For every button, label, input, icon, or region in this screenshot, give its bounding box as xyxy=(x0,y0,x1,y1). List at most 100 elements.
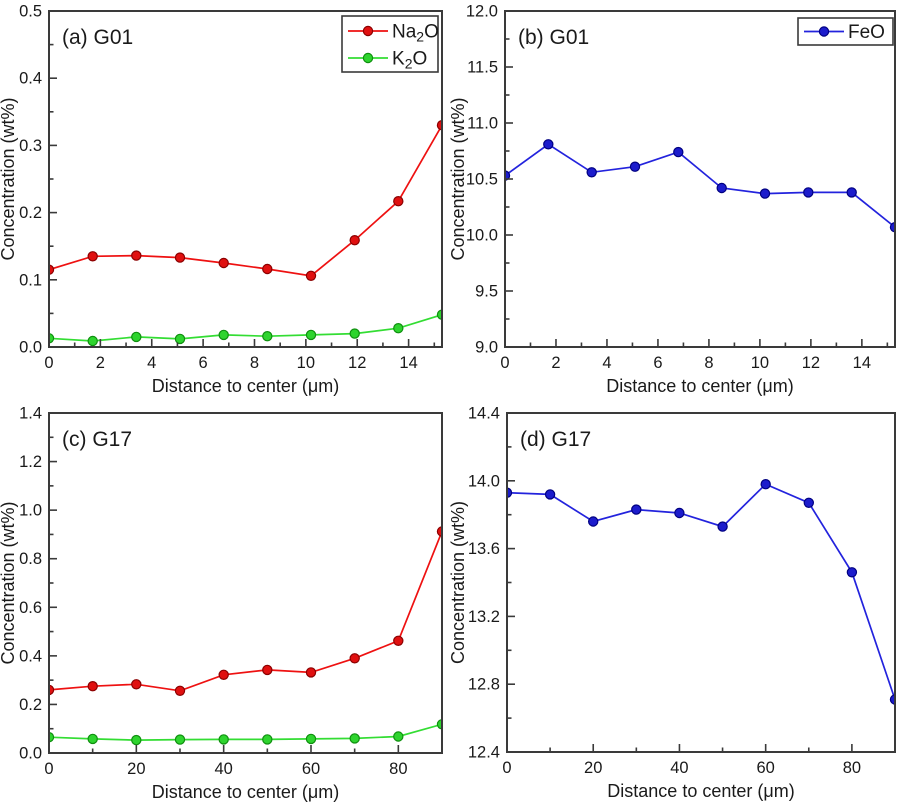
panel-label: (b) G01 xyxy=(518,26,589,49)
svg-text:11.5: 11.5 xyxy=(467,59,498,77)
y-tick-labels: 9.0 9.5 10.0 10.5 11.0 11.5 12.0 xyxy=(466,3,498,357)
svg-text:2: 2 xyxy=(96,354,105,372)
y-tick-labels: 0.0 0.1 0.2 0.3 0.4 0.5 xyxy=(19,3,42,357)
svg-text:40: 40 xyxy=(214,760,232,778)
svg-text:12.8: 12.8 xyxy=(468,676,500,694)
svg-text:8: 8 xyxy=(250,354,259,372)
y-tick-labels: 0.0 0.2 0.4 0.6 0.8 1.0 1.2 1.4 xyxy=(19,405,42,763)
y-axis-label: Concentration (wt%) xyxy=(450,97,468,260)
x-axis-label: Distance to center (μm) xyxy=(607,781,794,801)
x-tick-labels: 0 20 40 60 80 xyxy=(44,760,407,778)
svg-text:0.1: 0.1 xyxy=(19,271,42,289)
svg-text:0.3: 0.3 xyxy=(19,137,42,155)
svg-text:40: 40 xyxy=(670,759,688,777)
legend-marker xyxy=(362,25,374,37)
svg-text:0: 0 xyxy=(502,759,511,777)
svg-text:0: 0 xyxy=(500,354,509,372)
svg-text:8: 8 xyxy=(704,354,713,372)
svg-text:80: 80 xyxy=(389,760,407,778)
svg-text:13.2: 13.2 xyxy=(468,608,500,626)
y-tick-labels: 12.4 12.8 13.2 13.6 14.0 14.4 xyxy=(468,405,500,762)
svg-text:0.8: 0.8 xyxy=(19,550,42,568)
legend-marker xyxy=(818,26,830,37)
plot-frame xyxy=(506,412,896,753)
svg-text:9.5: 9.5 xyxy=(475,283,498,301)
series-layer xyxy=(49,120,442,347)
panel-b-feo-chart: 0 2 4 6 8 10 12 14 9.0 9.5 10.0 10.5 11.0 11.5 12.0 Dis… xyxy=(450,3,896,396)
x-tick-labels: 0 2 4 6 8 10 12 14 xyxy=(500,354,871,372)
x-axis-label: Distance to center (μm) xyxy=(606,376,793,396)
svg-text:0.6: 0.6 xyxy=(19,599,42,617)
svg-text:1.0: 1.0 xyxy=(19,502,42,520)
svg-text:10: 10 xyxy=(297,354,315,372)
svg-text:20: 20 xyxy=(584,759,602,777)
series-K2O-line xyxy=(49,723,442,741)
svg-text:0: 0 xyxy=(44,354,53,372)
svg-text:0.4: 0.4 xyxy=(19,647,42,665)
panel-c-na2o-k2o-chart: 0 20 40 60 80 0.0 0.2 0.4 0.6 0.8 1.0 1.2 1.4 Distanc… xyxy=(0,405,443,802)
x-axis-label: Distance to center (μm) xyxy=(152,376,339,396)
x-tick-labels: 0 2 4 6 8 10 12 14 xyxy=(44,354,417,372)
panel-a-na2o-k2o-chart: 0 2 4 6 8 10 12 14 0.0 0.1 0.2 0.3 0.4 0.5 Distance to… xyxy=(0,3,443,396)
svg-text:0.2: 0.2 xyxy=(19,204,42,222)
svg-text:14: 14 xyxy=(853,354,871,372)
legend-marker xyxy=(362,52,374,64)
axis-ticks xyxy=(48,10,436,348)
svg-text:1.4: 1.4 xyxy=(19,405,42,423)
svg-text:0.2: 0.2 xyxy=(19,696,42,714)
svg-text:14.4: 14.4 xyxy=(468,405,500,423)
x-axis-label: Distance to center (μm) xyxy=(152,782,339,802)
svg-text:0.5: 0.5 xyxy=(19,3,42,21)
plot-frame xyxy=(504,10,896,348)
svg-text:0.0: 0.0 xyxy=(19,339,42,357)
legend-label-FeO: FeO xyxy=(848,22,885,43)
svg-text:6: 6 xyxy=(199,354,208,372)
svg-text:13.6: 13.6 xyxy=(468,540,500,558)
svg-text:0.4: 0.4 xyxy=(19,70,42,88)
legend-box xyxy=(341,15,439,73)
svg-text:4: 4 xyxy=(602,354,611,372)
legend: FeO xyxy=(797,17,894,46)
y-axis-label: Concentration (wt%) xyxy=(0,97,18,260)
svg-text:4: 4 xyxy=(147,354,156,372)
panel-label: (a) G01 xyxy=(62,26,133,49)
series-Na2O-line xyxy=(49,531,442,692)
legend: Na2O K2O xyxy=(341,15,439,73)
series-Na2O-markers xyxy=(49,120,442,281)
svg-text:14: 14 xyxy=(399,354,417,372)
svg-text:80: 80 xyxy=(843,759,861,777)
svg-text:60: 60 xyxy=(756,759,774,777)
series-FeO-line xyxy=(507,483,895,700)
svg-text:14.0: 14.0 xyxy=(468,472,500,490)
svg-text:12: 12 xyxy=(802,354,820,372)
x-tick-labels: 0 20 40 60 80 xyxy=(502,759,861,777)
y-axis-label: Concentration (wt%) xyxy=(0,501,18,664)
series-layer xyxy=(505,139,895,233)
series-FeO-markers xyxy=(505,139,895,233)
series-Na2O-markers xyxy=(49,526,442,696)
legend-label-K2O: K2O xyxy=(392,49,427,72)
y-axis-label: Concentration (wt%) xyxy=(450,501,468,664)
series-FeO-markers xyxy=(507,478,895,705)
series-K2O-markers xyxy=(49,309,442,347)
axis-ticks xyxy=(504,10,889,348)
svg-text:11.0: 11.0 xyxy=(467,115,498,133)
series-Na2O-line xyxy=(49,124,442,277)
svg-text:10.5: 10.5 xyxy=(466,171,498,189)
series-layer xyxy=(507,478,895,705)
series-K2O-markers xyxy=(49,719,442,746)
svg-text:1.2: 1.2 xyxy=(19,453,42,471)
svg-text:12.0: 12.0 xyxy=(466,3,498,21)
svg-text:10: 10 xyxy=(751,354,769,372)
series-FeO-line xyxy=(505,143,895,228)
svg-text:0.0: 0.0 xyxy=(19,745,42,763)
svg-text:2: 2 xyxy=(551,354,560,372)
series-layer xyxy=(49,526,442,746)
axis-ticks xyxy=(506,412,896,753)
panel-label: (d) G17 xyxy=(520,428,591,451)
panel-label: (c) G17 xyxy=(62,428,132,451)
svg-text:20: 20 xyxy=(127,760,145,778)
svg-text:12: 12 xyxy=(348,354,366,372)
series-K2O-line xyxy=(49,313,442,342)
